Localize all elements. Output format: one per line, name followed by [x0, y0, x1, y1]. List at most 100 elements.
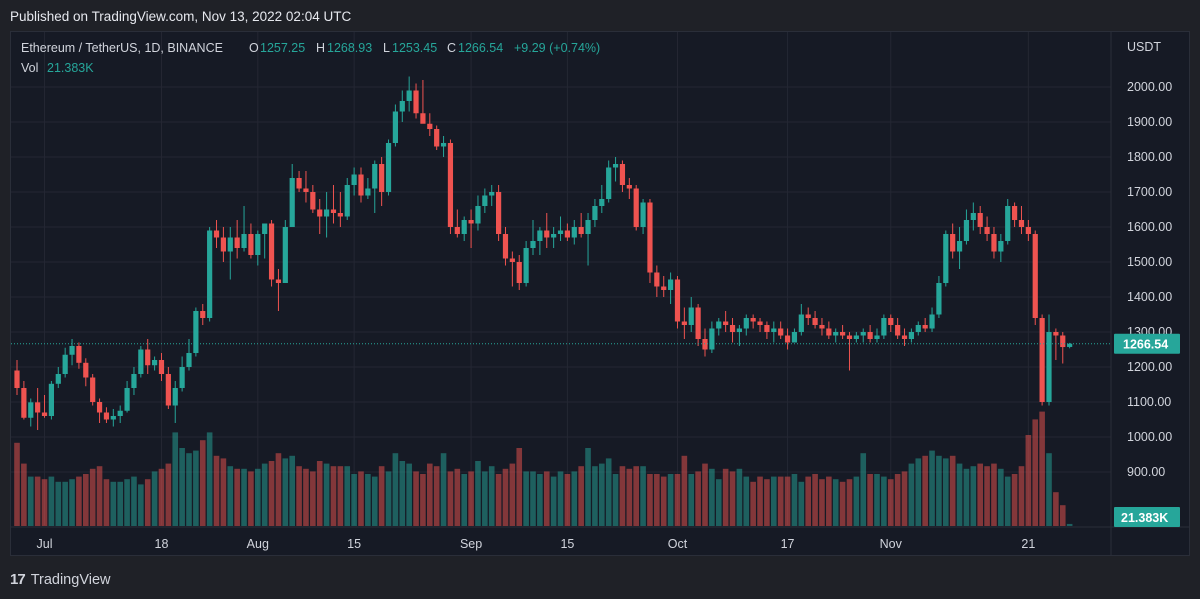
- candle-body: [447, 143, 454, 227]
- candle-body: [530, 241, 536, 248]
- last-volume-label: 21.383K: [1121, 511, 1168, 525]
- candle-body: [557, 230, 564, 234]
- candle-body: [379, 164, 385, 192]
- price-tick-label: 1400.00: [1127, 290, 1172, 304]
- volume-bar: [1046, 453, 1052, 526]
- candle-body: [48, 383, 54, 416]
- volume-bar: [516, 448, 523, 526]
- candle-body: [812, 318, 818, 325]
- candle-body: [165, 374, 171, 406]
- volume-bar: [14, 442, 20, 526]
- volume-bar: [846, 479, 853, 526]
- volume-bar: [695, 471, 701, 526]
- volume-bar: [261, 463, 268, 526]
- candle-body: [248, 234, 254, 255]
- candle-body: [358, 174, 364, 196]
- candle-body: [619, 164, 626, 185]
- chart-frame[interactable]: Ethereum / TetherUS, 1D, BINANCE O 1257.…: [10, 31, 1190, 556]
- volume-bar: [227, 466, 234, 526]
- candle-body: [110, 416, 116, 420]
- candle-body: [55, 374, 61, 384]
- volume-bar: [509, 463, 516, 526]
- candle-body: [392, 111, 398, 143]
- volume-bar: [743, 476, 750, 526]
- candle-body: [200, 311, 206, 318]
- time-tick-label: Sep: [460, 537, 482, 551]
- candle-body: [516, 262, 522, 283]
- volume-bar: [530, 471, 536, 526]
- candle-body: [413, 90, 419, 114]
- candle-body: [227, 237, 233, 252]
- volume-bar: [771, 476, 777, 526]
- candle-body: [668, 279, 674, 290]
- volume-bar: [193, 450, 199, 526]
- volume-bar: [289, 455, 295, 526]
- tradingview-logo-icon: 17: [10, 571, 26, 588]
- legend-o-value: 1257.25: [260, 41, 305, 55]
- legend-symbol: Ethereum / TetherUS, 1D, BINANCE: [21, 41, 223, 55]
- candle-body: [908, 332, 914, 339]
- volume-bar: [764, 479, 770, 526]
- candle-body: [688, 307, 694, 325]
- candle-body: [681, 321, 687, 325]
- candle-body: [213, 230, 220, 238]
- volume-bar: [784, 476, 791, 526]
- volume-bar: [413, 471, 419, 526]
- candle-body: [255, 234, 261, 255]
- candle-body: [372, 164, 378, 189]
- candle-body: [344, 185, 350, 217]
- candle-body: [1012, 206, 1018, 220]
- volume-bar: [640, 466, 646, 526]
- volume-bar: [427, 463, 433, 526]
- candle-body: [275, 279, 282, 283]
- legend-vol-value: 21.383K: [47, 61, 94, 75]
- volume-bar: [777, 476, 784, 526]
- volume-bar: [805, 476, 811, 526]
- volume-bar: [96, 466, 103, 526]
- time-tick-label: 15: [560, 537, 574, 551]
- candle-body: [922, 325, 928, 329]
- volume-bar: [48, 476, 55, 526]
- volume-bar: [1039, 411, 1045, 526]
- volume-bar: [619, 466, 626, 526]
- last-volume-badge: 21.383K: [1114, 507, 1180, 527]
- candle-body: [640, 202, 646, 227]
- time-axis: Jul 18 Aug 15 Sep 15 Oct 17 Nov 21: [37, 537, 1036, 551]
- volume-bar: [213, 455, 220, 526]
- volume-bar: [275, 453, 282, 526]
- volume-bar: [172, 432, 179, 526]
- tradingview-logo[interactable]: 17 TradingView: [10, 571, 110, 588]
- volume-bar: [468, 471, 474, 526]
- volume-bar: [165, 463, 172, 526]
- price-tick-label: 1000.00: [1127, 430, 1172, 444]
- volume-bar: [330, 466, 337, 526]
- candle-body: [778, 328, 784, 336]
- candle-body: [805, 314, 811, 318]
- volume-bar: [750, 481, 756, 526]
- volume-bar: [344, 466, 351, 526]
- candle-body: [626, 185, 632, 189]
- volume-bar: [674, 474, 681, 526]
- volume-bar: [922, 455, 928, 526]
- candle-body: [90, 377, 96, 402]
- volume-bar: [819, 479, 825, 526]
- volume-bar: [702, 463, 708, 526]
- currency-label: USDT: [1127, 40, 1161, 54]
- candlestick-chart[interactable]: Ethereum / TetherUS, 1D, BINANCE O 1257.…: [11, 32, 1189, 555]
- volume-bar: [881, 476, 887, 526]
- volume-bar: [812, 474, 818, 526]
- candle-body: [14, 370, 20, 388]
- price-tick-label: 1800.00: [1127, 150, 1172, 164]
- candle-body: [950, 234, 956, 252]
- candle-body: [901, 335, 908, 339]
- legend-c-value: 1266.54: [458, 41, 503, 55]
- volume-bar: [186, 453, 192, 526]
- volume-bar: [310, 471, 316, 526]
- volume-bar: [365, 474, 371, 526]
- volume-bar: [303, 468, 309, 526]
- price-tick-label: 1600.00: [1127, 220, 1172, 234]
- candle-body: [991, 234, 997, 252]
- candle-body: [152, 360, 158, 366]
- legend-l-label: L: [383, 41, 390, 55]
- volume-bar: [21, 463, 27, 526]
